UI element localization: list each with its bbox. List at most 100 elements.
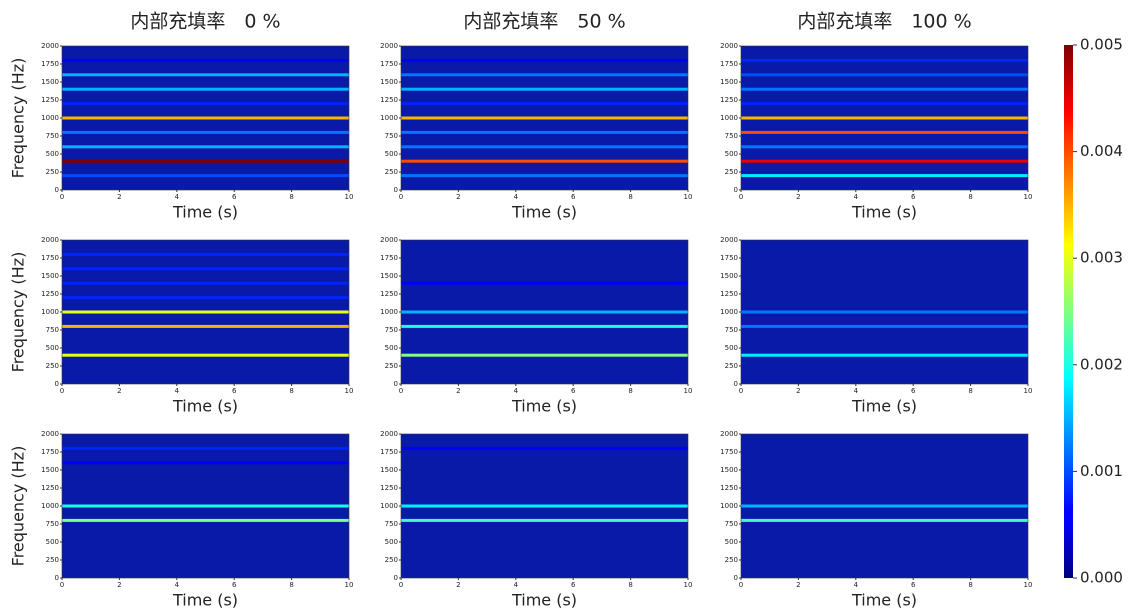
x-tick-label: 0 [399, 193, 403, 201]
x-tick-label: 6 [911, 193, 916, 201]
spectral-band [401, 102, 688, 106]
y-tick-label: 1500 [41, 78, 59, 86]
x-tick-label: 0 [399, 387, 403, 395]
y-tick-label: 1750 [380, 60, 398, 68]
plot-frame [61, 45, 350, 191]
y-tick-label: 1000 [41, 114, 59, 122]
y-tick-label: 1250 [720, 290, 738, 298]
y-tick-label: 0 [394, 380, 398, 388]
spectral-band [62, 73, 349, 77]
x-tick-label: 10 [684, 581, 693, 589]
x-tick-label: 8 [628, 193, 632, 201]
x-tick-label: 6 [911, 387, 916, 395]
x-tick-label: 10 [345, 387, 354, 395]
x-tick-label: 2 [117, 581, 121, 589]
x-tick-label: 0 [739, 581, 743, 589]
y-tick-label: 750 [725, 326, 738, 334]
spectral-band [62, 281, 349, 285]
x-axis-label: Time (s) [172, 591, 238, 610]
spectral-band [62, 102, 349, 106]
y-tick-label: 750 [725, 132, 738, 140]
y-tick-label: 1250 [380, 484, 398, 492]
colorbar-tick-label: 0.000 [1080, 569, 1123, 587]
spectral-band [62, 87, 349, 91]
y-tick-label: 750 [46, 326, 59, 334]
spectral-band [741, 145, 1028, 149]
x-tick-label: 2 [117, 193, 121, 201]
x-tick-label: 0 [60, 581, 64, 589]
x-tick-label: 8 [628, 581, 632, 589]
colorbar [1064, 45, 1073, 578]
x-tick-label: 0 [739, 193, 743, 201]
spectral-band [401, 174, 688, 178]
x-tick-label: 0 [60, 387, 64, 395]
x-tick-label: 10 [345, 193, 354, 201]
spectral-band [401, 353, 688, 357]
y-tick-label: 500 [385, 150, 398, 158]
spectral-band [62, 518, 349, 522]
spectral-band [401, 73, 688, 77]
x-axis-label: Time (s) [511, 397, 577, 416]
spectral-band [62, 353, 349, 357]
spectral-band [62, 58, 349, 62]
x-tick-label: 4 [854, 193, 859, 201]
spectral-band [741, 504, 1028, 508]
x-tick-label: 8 [289, 193, 293, 201]
x-tick-label: 2 [796, 387, 800, 395]
y-tick-label: 500 [385, 344, 398, 352]
x-axis-label: Time (s) [851, 591, 917, 610]
y-tick-label: 0 [55, 186, 59, 194]
plot-frame [400, 433, 689, 579]
x-axis-label: Time (s) [851, 397, 917, 416]
y-tick-label: 750 [385, 326, 398, 334]
y-tick-label: 1250 [380, 290, 398, 298]
plot-frame [400, 239, 689, 385]
colorbar-tick-label: 0.001 [1080, 462, 1123, 480]
spectral-band [62, 310, 349, 314]
x-tick-label: 8 [289, 387, 293, 395]
spectral-band [401, 145, 688, 149]
spectral-band [741, 102, 1028, 106]
y-tick-label: 2000 [380, 42, 398, 50]
panel-title: 内部充填率 50 % [463, 11, 625, 33]
x-tick-label: 10 [1024, 387, 1033, 395]
y-tick-label: 1000 [380, 502, 398, 510]
y-tick-label: 1750 [380, 254, 398, 262]
x-tick-label: 0 [399, 581, 403, 589]
y-tick-label: 250 [46, 362, 59, 370]
spectral-band [741, 310, 1028, 314]
spectral-band [401, 518, 688, 522]
y-tick-label: 1750 [41, 254, 59, 262]
y-tick-label: 250 [46, 168, 59, 176]
y-tick-label: 1750 [720, 60, 738, 68]
panel-title: 内部充填率 100 % [797, 11, 971, 33]
spectral-band [62, 267, 349, 271]
spectral-band [62, 130, 349, 134]
y-tick-label: 1250 [720, 96, 738, 104]
y-tick-label: 1500 [720, 272, 738, 280]
y-tick-label: 2000 [720, 430, 738, 438]
spectral-band [62, 145, 349, 149]
plot-frame [740, 45, 1029, 191]
y-tick-label: 2000 [720, 236, 738, 244]
y-tick-label: 750 [385, 132, 398, 140]
y-tick-label: 0 [394, 186, 398, 194]
spectral-band [62, 159, 349, 163]
spectral-band [741, 130, 1028, 134]
x-tick-label: 2 [796, 193, 800, 201]
spectral-band [741, 73, 1028, 77]
y-tick-label: 2000 [41, 430, 59, 438]
spectral-band [401, 159, 688, 163]
y-tick-label: 500 [725, 538, 738, 546]
plot-frame [400, 45, 689, 191]
x-tick-label: 4 [175, 387, 180, 395]
y-tick-label: 750 [385, 520, 398, 528]
y-axis-label: Frequency (Hz) [9, 58, 28, 179]
x-tick-label: 4 [514, 581, 519, 589]
x-tick-label: 2 [117, 387, 121, 395]
y-tick-label: 1500 [380, 466, 398, 474]
x-tick-label: 10 [345, 581, 354, 589]
x-axis-label: Time (s) [511, 591, 577, 610]
x-tick-label: 10 [1024, 581, 1033, 589]
spectral-band [741, 159, 1028, 163]
